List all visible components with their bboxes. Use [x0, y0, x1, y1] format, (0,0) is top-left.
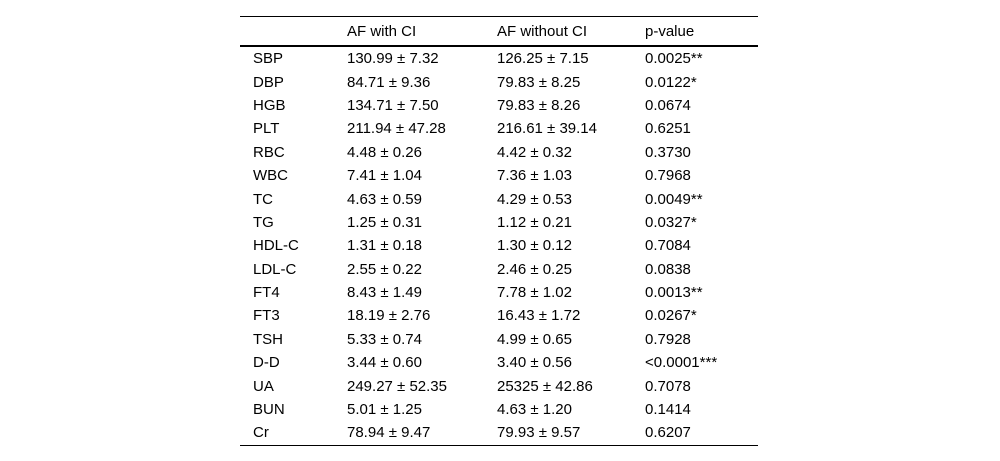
table-row: D-D 3.44 ± 0.60 3.40 ± 0.56 <0.0001*** — [240, 351, 758, 374]
af-with-ci-value: 1.25 ± 0.31 — [347, 213, 422, 231]
row-label: TG — [253, 213, 274, 231]
table-row: SBP 130.99 ± 7.32 126.25 ± 7.15 0.0025** — [240, 46, 758, 70]
p-value: 0.6207 — [645, 424, 691, 442]
table-row: BUN 5.01 ± 1.25 4.63 ± 1.20 0.1414 — [240, 398, 758, 421]
af-without-ci-value: 79.83 ± 8.26 — [497, 96, 581, 114]
row-label: WBC — [253, 167, 288, 185]
af-with-ci-value: 130.99 ± 7.32 — [347, 50, 439, 68]
row-label: TC — [253, 190, 273, 208]
p-value: 0.6251 — [645, 120, 691, 138]
p-value: 0.7078 — [645, 377, 691, 395]
statistics-table: AF with CI AF without CI p-value SBP 130.… — [240, 16, 758, 446]
table-row: WBC 7.41 ± 1.04 7.36 ± 1.03 0.7968 — [240, 164, 758, 187]
af-with-ci-value: 8.43 ± 1.49 — [347, 284, 422, 302]
af-with-ci-value: 78.94 ± 9.47 — [347, 424, 431, 442]
column-header-af-without-ci: AF without CI — [497, 16, 645, 47]
af-without-ci-value: 7.78 ± 1.02 — [497, 284, 572, 302]
column-header-variable — [240, 16, 347, 47]
af-without-ci-value: 79.93 ± 9.57 — [497, 424, 581, 442]
table-row: TSH 5.33 ± 0.74 4.99 ± 0.65 0.7928 — [240, 328, 758, 351]
af-with-ci-value: 3.44 ± 0.60 — [347, 354, 422, 372]
row-label: BUN — [253, 401, 285, 419]
af-without-ci-value: 1.30 ± 0.12 — [497, 237, 572, 255]
af-with-ci-value: 211.94 ± 47.28 — [347, 120, 446, 138]
header-row: AF with CI AF without CI p-value — [240, 16, 758, 47]
table-row: FT3 18.19 ± 2.76 16.43 ± 1.72 0.0267* — [240, 304, 758, 327]
row-label: D-D — [253, 354, 280, 372]
p-value: 0.3730 — [645, 143, 691, 161]
row-label: UA — [253, 377, 274, 395]
table-row: HDL-C 1.31 ± 0.18 1.30 ± 0.12 0.7084 — [240, 234, 758, 257]
af-without-ci-value: 7.36 ± 1.03 — [497, 167, 572, 185]
row-label: TSH — [253, 330, 283, 348]
row-label: HGB — [253, 96, 286, 114]
table-row: HGB 134.71 ± 7.50 79.83 ± 8.26 0.0674 — [240, 94, 758, 117]
p-value: 0.0122* — [645, 73, 697, 91]
af-without-ci-value: 16.43 ± 1.72 — [497, 307, 581, 325]
table-body: SBP 130.99 ± 7.32 126.25 ± 7.15 0.0025** DBP… — [240, 46, 758, 445]
p-value: 0.0838 — [645, 260, 691, 278]
p-value: 0.0049** — [645, 190, 703, 208]
af-without-ci-value: 79.83 ± 8.25 — [497, 73, 581, 91]
table-row: TG 1.25 ± 0.31 1.12 ± 0.21 0.0327* — [240, 211, 758, 234]
af-with-ci-value: 4.48 ± 0.26 — [347, 143, 422, 161]
row-label: LDL-C — [253, 260, 297, 278]
row-label: PLT — [253, 120, 280, 138]
table-row: PLT 211.94 ± 47.28 216.61 ± 39.14 0.6251 — [240, 117, 758, 140]
af-with-ci-value: 5.33 ± 0.74 — [347, 330, 422, 348]
af-without-ci-value: 25325 ± 42.86 — [497, 377, 593, 395]
p-value: 0.0267* — [645, 307, 697, 325]
table-row: UA 249.27 ± 52.35 25325 ± 42.86 0.7078 — [240, 374, 758, 397]
af-without-ci-value: 4.63 ± 1.20 — [497, 401, 572, 419]
table-row: DBP 84.71 ± 9.36 79.83 ± 8.25 0.0122* — [240, 70, 758, 93]
p-value: 0.1414 — [645, 401, 691, 419]
p-value: 0.0674 — [645, 96, 691, 114]
row-label: RBC — [253, 143, 285, 161]
af-without-ci-value: 2.46 ± 0.25 — [497, 260, 572, 278]
row-label: SBP — [253, 50, 284, 68]
p-value: 0.7084 — [645, 237, 691, 255]
table-row: TC 4.63 ± 0.59 4.29 ± 0.53 0.0049** — [240, 187, 758, 210]
af-with-ci-value: 5.01 ± 1.25 — [347, 401, 422, 419]
af-with-ci-value: 2.55 ± 0.22 — [347, 260, 422, 278]
row-label: Cr — [253, 424, 269, 442]
column-header-af-with-ci: AF with CI — [347, 16, 497, 47]
p-value: <0.0001*** — [645, 354, 718, 372]
p-value: 0.7968 — [645, 167, 691, 185]
table-row: FT4 8.43 ± 1.49 7.78 ± 1.02 0.0013** — [240, 281, 758, 304]
af-with-ci-value: 18.19 ± 2.76 — [347, 307, 431, 325]
af-without-ci-value: 4.99 ± 0.65 — [497, 330, 572, 348]
af-with-ci-value: 134.71 ± 7.50 — [347, 96, 439, 114]
p-value: 0.0327* — [645, 213, 697, 231]
p-value: 0.0025** — [645, 50, 703, 68]
row-label: FT3 — [253, 307, 280, 325]
column-header-p-value: p-value — [645, 16, 758, 47]
af-without-ci-value: 1.12 ± 0.21 — [497, 213, 572, 231]
table-row: Cr 78.94 ± 9.47 79.93 ± 9.57 0.6207 — [240, 421, 758, 445]
af-without-ci-value: 3.40 ± 0.56 — [497, 354, 572, 372]
af-without-ci-value: 4.42 ± 0.32 — [497, 143, 572, 161]
af-with-ci-value: 4.63 ± 0.59 — [347, 190, 422, 208]
row-label: DBP — [253, 73, 284, 91]
af-without-ci-value: 4.29 ± 0.53 — [497, 190, 572, 208]
row-label: HDL-C — [253, 237, 299, 255]
table-row: LDL-C 2.55 ± 0.22 2.46 ± 0.25 0.0838 — [240, 258, 758, 281]
af-with-ci-value: 84.71 ± 9.36 — [347, 73, 431, 91]
af-without-ci-value: 216.61 ± 39.14 — [497, 120, 597, 138]
af-without-ci-value: 126.25 ± 7.15 — [497, 50, 589, 68]
af-with-ci-value: 249.27 ± 52.35 — [347, 377, 447, 395]
af-with-ci-value: 1.31 ± 0.18 — [347, 237, 422, 255]
p-value: 0.0013** — [645, 284, 703, 302]
table-row: RBC 4.48 ± 0.26 4.42 ± 0.32 0.3730 — [240, 141, 758, 164]
af-with-ci-value: 7.41 ± 1.04 — [347, 167, 422, 185]
row-label: FT4 — [253, 284, 280, 302]
p-value: 0.7928 — [645, 330, 691, 348]
